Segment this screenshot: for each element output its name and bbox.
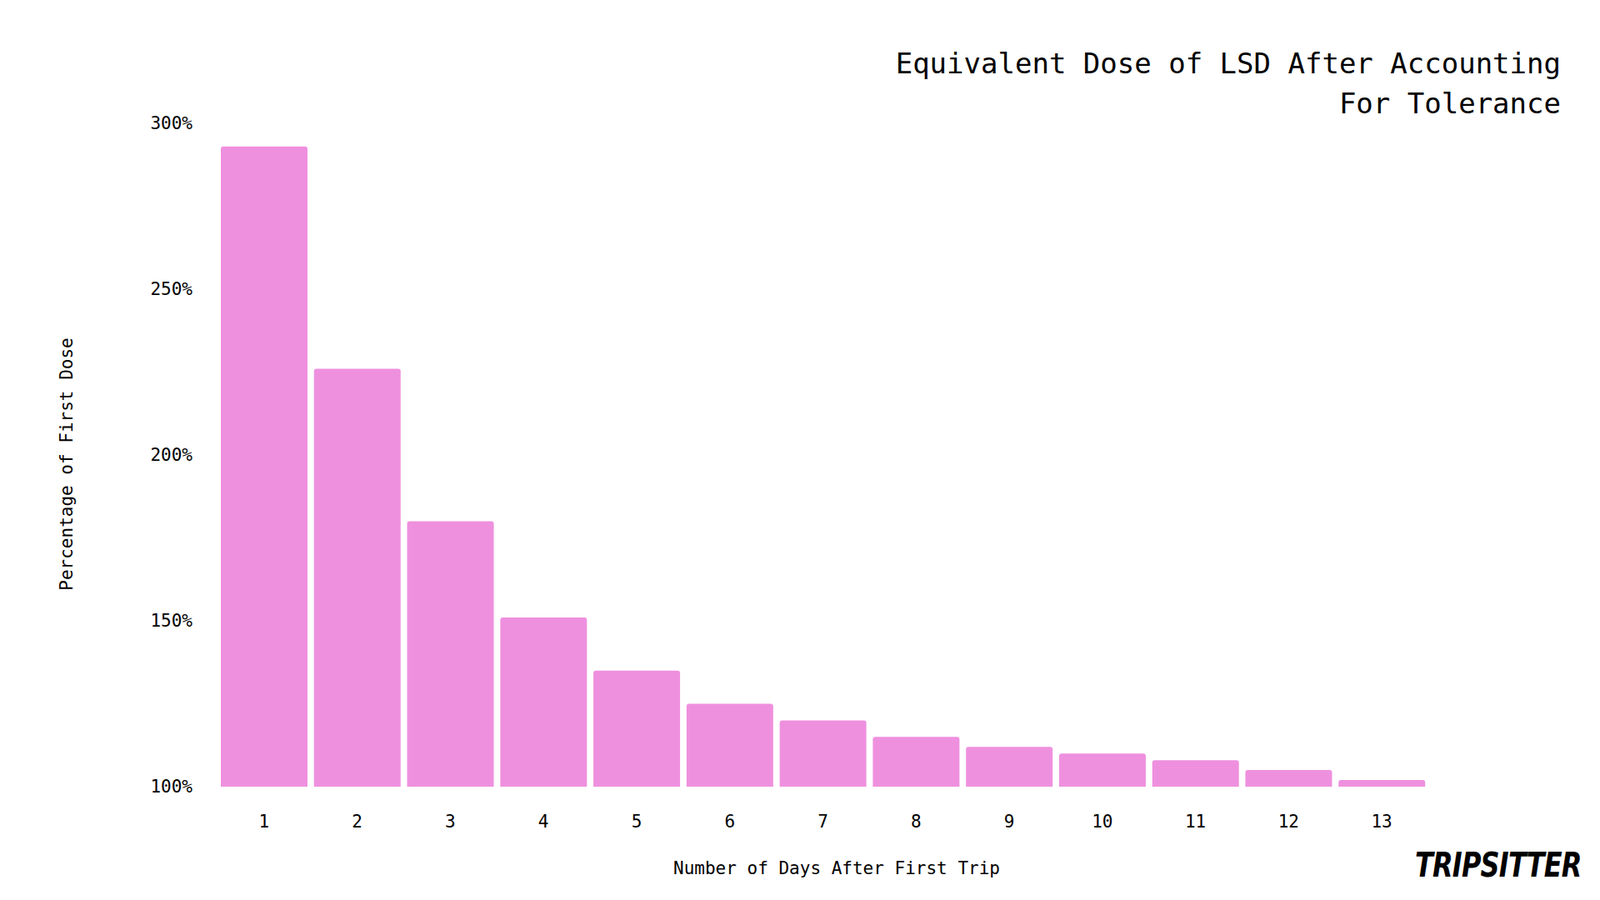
svg-text:12: 12 xyxy=(1278,811,1300,832)
svg-text:250%: 250% xyxy=(150,279,193,300)
html-text:Equivalent Dose of LSD After A: Equivalent Dose of LSD After Accounting xyxy=(895,46,1561,80)
html-text:Number of Days After First Tri: Number of Days After First Trip xyxy=(673,858,1000,879)
svg-text:9: 9 xyxy=(1004,811,1015,832)
svg-text:100%: 100% xyxy=(150,776,193,797)
svg-text:200%: 200% xyxy=(150,445,193,465)
svg-text:6: 6 xyxy=(724,811,735,832)
svg-text:10: 10 xyxy=(1091,811,1113,832)
svg-text:8: 8 xyxy=(910,811,922,832)
html-text:TRIPSITTER: TRIPSITTER xyxy=(1415,845,1582,885)
html-text:For Tolerance: For Tolerance xyxy=(1339,86,1561,120)
svg-text:2: 2 xyxy=(351,811,363,832)
svg-text:1: 1 xyxy=(259,811,270,832)
svg-text:3: 3 xyxy=(445,811,456,832)
svg-text:5: 5 xyxy=(631,811,643,832)
svg-text:4: 4 xyxy=(538,811,550,832)
svg-text:150%: 150% xyxy=(150,610,193,631)
svg-text:300%: 300% xyxy=(150,113,193,134)
svg-text:11: 11 xyxy=(1185,811,1206,832)
svg-text:13: 13 xyxy=(1370,811,1392,832)
svg-text:7: 7 xyxy=(817,811,829,832)
html-text:Percentage of First Dose: Percentage of First Dose xyxy=(56,337,77,591)
